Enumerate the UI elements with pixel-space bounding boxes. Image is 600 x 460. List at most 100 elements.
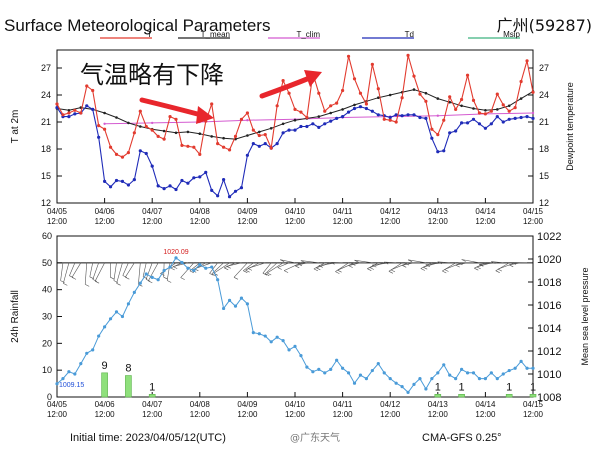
wind-barb — [94, 262, 105, 282]
series-t-point — [138, 109, 142, 113]
wind-barb — [145, 262, 153, 280]
series-t-point — [239, 117, 244, 121]
series-t-point — [216, 142, 220, 146]
wind-barb — [330, 262, 343, 264]
series-td-point — [168, 184, 172, 188]
temp-ytick-label-right: 18 — [539, 144, 549, 154]
rain-xtick-time: 12:00 — [142, 410, 163, 419]
wind-barb-feather — [384, 261, 389, 265]
series-t-point — [85, 84, 89, 88]
wind-barb-feather — [122, 275, 127, 278]
temp-ytick-label-right: 21 — [539, 117, 549, 127]
pressure-point — [156, 278, 160, 282]
legend-label-msip: Msip — [503, 30, 520, 39]
series-td-point — [424, 116, 428, 120]
series-td-point — [352, 106, 357, 111]
pressure-point — [168, 265, 172, 269]
rain-ytick-label: 60 — [42, 231, 52, 241]
series-t-mean-point — [222, 136, 225, 140]
wind-barb — [388, 262, 403, 272]
temp-xtick-date: 04/12 — [380, 207, 401, 216]
pressure-point — [341, 366, 345, 370]
wind-barb-feather — [476, 266, 481, 270]
series-t-point — [341, 88, 345, 93]
series-t-point — [454, 107, 458, 111]
wind-barb — [384, 261, 397, 264]
pressure-point — [323, 371, 327, 375]
pressure-point — [305, 365, 309, 369]
series-td-point — [222, 178, 226, 182]
temp-xtick-date: 04/05 — [47, 207, 68, 216]
series-td-point — [263, 142, 267, 146]
wind-barb — [170, 262, 183, 269]
wind-barb — [491, 261, 504, 264]
pressure-point — [245, 302, 249, 306]
temp-xtick-time: 12:00 — [475, 217, 496, 226]
series-td-point — [299, 124, 303, 129]
rain-xtick-date: 04/08 — [190, 400, 211, 409]
chart-title: Surface Meteorological Parameters — [4, 16, 270, 35]
pressure-point — [489, 371, 493, 375]
rain-bar — [529, 394, 537, 398]
series-t-mean-point — [127, 121, 130, 125]
series-t-point — [513, 106, 517, 110]
series-t-mean-point — [460, 104, 463, 108]
pressure-point — [186, 266, 190, 270]
wind-barb-feather — [369, 267, 374, 270]
rain-xtick-date: 04/11 — [333, 400, 353, 409]
series-t-point — [150, 128, 154, 132]
pressure-point — [436, 371, 440, 375]
series-td-point — [364, 106, 368, 111]
wind-barbs-group — [60, 259, 528, 287]
wind-barb-feather — [497, 268, 503, 272]
series-t-mean-point — [115, 116, 118, 119]
pressure-point — [138, 281, 142, 285]
wind-barb-feather — [491, 261, 496, 264]
pressure-ytick-label: 1012 — [537, 346, 561, 358]
series-td-point — [73, 112, 77, 116]
rain-xtick-time: 12:00 — [47, 410, 68, 419]
pressure-point — [352, 381, 357, 385]
temp-ytick-label-left: 21 — [41, 117, 51, 127]
wind-barb-feather — [423, 266, 428, 270]
rain-xtick-time: 12:00 — [475, 410, 496, 419]
wind-barb — [233, 262, 248, 278]
legend-label-t_clim: T_clim — [296, 30, 320, 39]
temp-xtick-time: 12:00 — [333, 217, 354, 226]
series-td-point — [525, 115, 529, 119]
wind-barb — [351, 262, 367, 264]
wind-barb-feather — [295, 265, 300, 269]
wind-barb — [264, 262, 278, 274]
wind-barb-feather — [170, 267, 175, 271]
wind-barb-feather — [474, 267, 479, 271]
series-t-point — [97, 124, 101, 128]
series-td-point — [150, 164, 154, 168]
series-t-mean-point — [174, 131, 178, 135]
temp-xtick-date: 04/11 — [333, 207, 353, 216]
series-t-clim-line — [104, 112, 534, 125]
pressure-point — [55, 382, 59, 386]
series-t-point — [287, 91, 291, 95]
pressure-point — [465, 371, 470, 375]
rain-bar-label: 1 — [435, 381, 441, 393]
series-td-point — [204, 170, 208, 174]
series-td-point — [412, 113, 416, 117]
series-td-point — [465, 121, 470, 125]
rain-xtick-date: 04/14 — [475, 400, 496, 409]
series-td-point — [454, 129, 458, 133]
series-td-point — [489, 122, 493, 126]
pressure-point — [287, 348, 291, 352]
series-td-point — [103, 179, 107, 183]
rain-xtick-time: 12:00 — [285, 410, 306, 419]
rain-bar-label: 9 — [102, 360, 108, 372]
series-td-point — [507, 117, 511, 121]
wind-barb — [142, 262, 147, 277]
wind-barb — [390, 262, 409, 271]
series-t-point — [507, 109, 511, 113]
temp-xtick-date: 04/10 — [285, 207, 306, 216]
series-td-point — [97, 135, 101, 139]
wind-barb-feather — [407, 259, 413, 263]
pressure-point — [335, 358, 339, 362]
series-td-point — [370, 109, 374, 113]
series-t-point — [358, 91, 363, 95]
